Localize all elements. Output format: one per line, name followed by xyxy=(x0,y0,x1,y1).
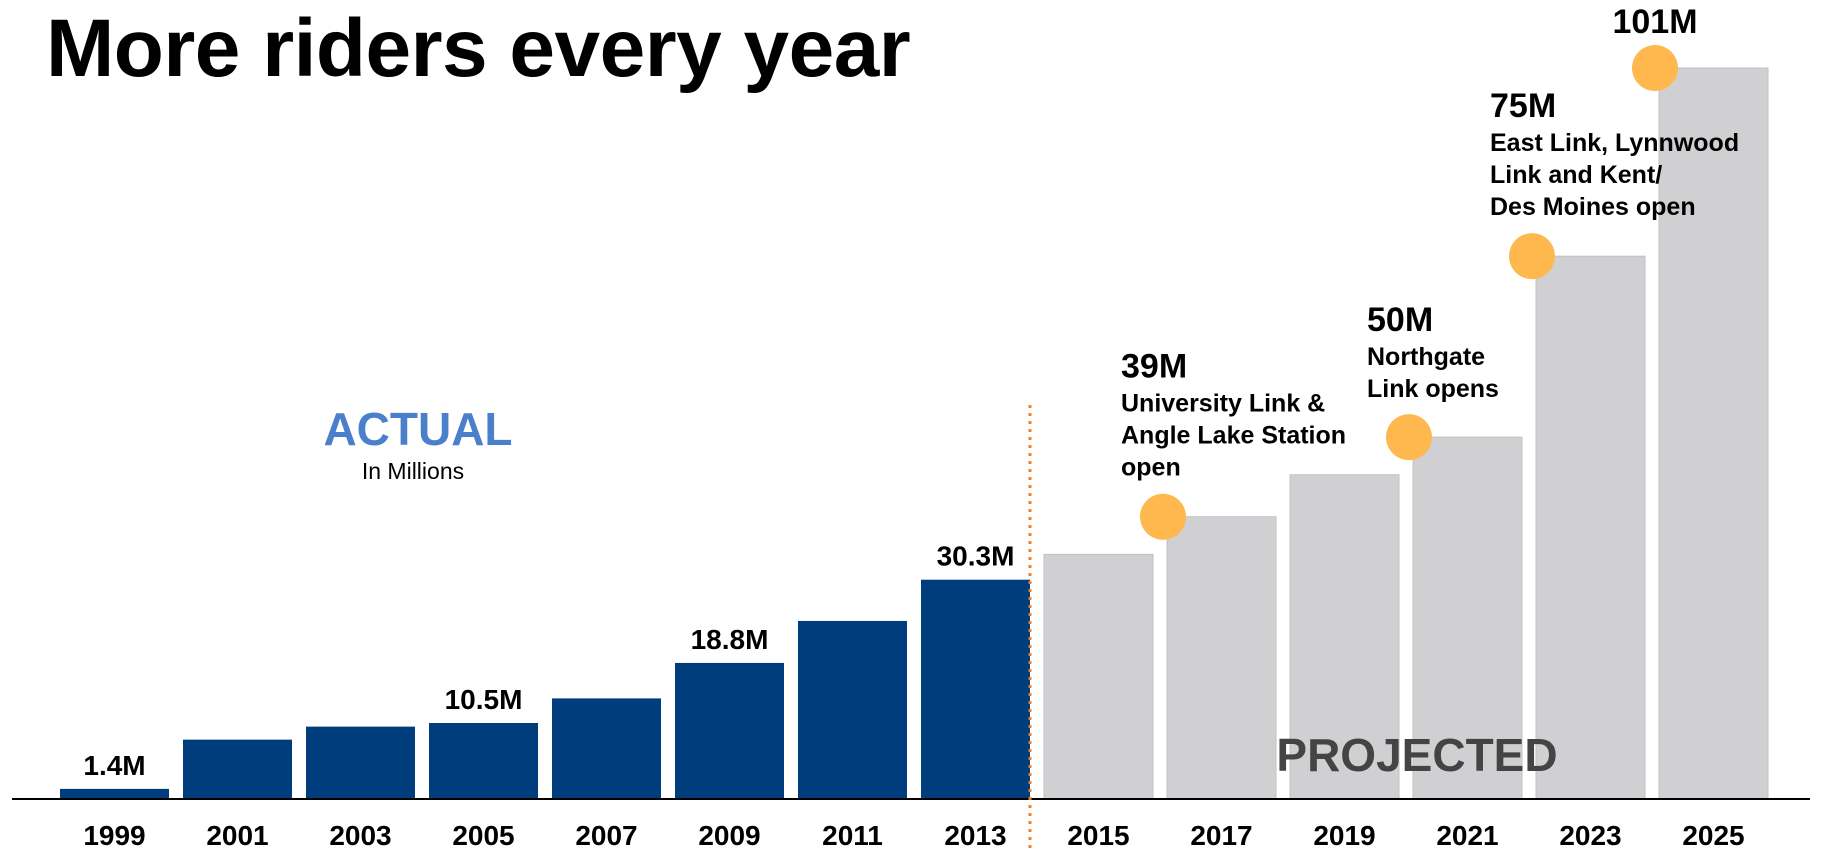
milestone-note-2023-1: East Link, Lynnwood xyxy=(1490,129,1739,157)
data-label-2009: 18.8M xyxy=(691,624,769,655)
bar-2023 xyxy=(1535,255,1646,800)
milestone-value-2021: 50M xyxy=(1367,301,1433,339)
x-tick-2011: 2011 xyxy=(822,820,883,849)
bar-2019 xyxy=(1289,474,1400,800)
x-tick-2021: 2021 xyxy=(1436,820,1498,849)
x-tick-labels: 1999 2001 2003 2005 2007 2009 2011 2013 2015 2017… xyxy=(83,820,1744,849)
x-tick-2009: 2009 xyxy=(698,820,760,849)
milestone-value-2025: 101M xyxy=(1612,3,1697,41)
bar-2007 xyxy=(552,698,661,799)
x-tick-2007: 2007 xyxy=(575,820,637,849)
x-tick-2023: 2023 xyxy=(1559,820,1621,849)
milestones-layer: 39M University Link & Angle Lake Station op… xyxy=(1121,3,1739,540)
x-tick-2025: 2025 xyxy=(1682,820,1744,849)
x-tick-2003: 2003 xyxy=(329,820,391,849)
data-label-2005: 10.5M xyxy=(445,684,523,715)
milestone-note-2023-3: Des Moines open xyxy=(1490,193,1696,221)
data-labels: 1.4M 10.5M 18.8M 30.3M xyxy=(83,541,1014,781)
bar-2025 xyxy=(1658,67,1769,800)
milestone-note-2021-2: Link opens xyxy=(1367,375,1499,403)
x-tick-2005: 2005 xyxy=(452,820,514,849)
milestone-marker-2021 xyxy=(1386,414,1432,461)
data-label-2013: 30.3M xyxy=(937,541,1015,572)
bar-2011 xyxy=(798,620,907,799)
bar-1999 xyxy=(60,788,169,799)
milestone-note-2021-1: Northgate xyxy=(1367,343,1485,371)
bar-2009 xyxy=(675,662,784,799)
bar-2003 xyxy=(306,726,415,799)
page-title: More riders every year xyxy=(46,3,911,94)
bar-2013 xyxy=(921,579,1030,799)
bar-2005 xyxy=(429,723,538,799)
milestone-note-2017-1: University Link & xyxy=(1121,390,1325,418)
milestone-marker-2017 xyxy=(1140,493,1186,540)
x-tick-2017: 2017 xyxy=(1190,820,1252,849)
bar-2017 xyxy=(1166,516,1277,800)
units-note: In Millions xyxy=(362,458,464,484)
bars-layer xyxy=(60,67,1769,800)
x-tick-2001: 2001 xyxy=(206,820,268,849)
data-label-1999: 1.4M xyxy=(83,750,145,781)
bar-2015 xyxy=(1043,553,1154,800)
projected-section-label: PROJECTED xyxy=(1276,729,1557,781)
milestone-value-2017: 39M xyxy=(1121,348,1187,386)
milestone-note-2017-2: Angle Lake Station xyxy=(1121,422,1346,450)
x-tick-2013: 2013 xyxy=(944,820,1006,849)
milestone-value-2023: 75M xyxy=(1490,87,1556,125)
milestone-marker-2023 xyxy=(1509,233,1555,280)
bar-2001 xyxy=(183,739,292,799)
milestone-marker-2025 xyxy=(1632,45,1678,91)
x-tick-2019: 2019 xyxy=(1313,820,1375,849)
actual-section-label: ACTUAL xyxy=(323,403,512,455)
x-tick-2015: 2015 xyxy=(1067,820,1129,849)
milestone-note-2017-3: open xyxy=(1121,454,1181,482)
milestone-note-2023-2: Link and Kent/ xyxy=(1490,161,1662,189)
bar-2021 xyxy=(1412,436,1523,800)
x-tick-1999: 1999 xyxy=(83,820,145,849)
